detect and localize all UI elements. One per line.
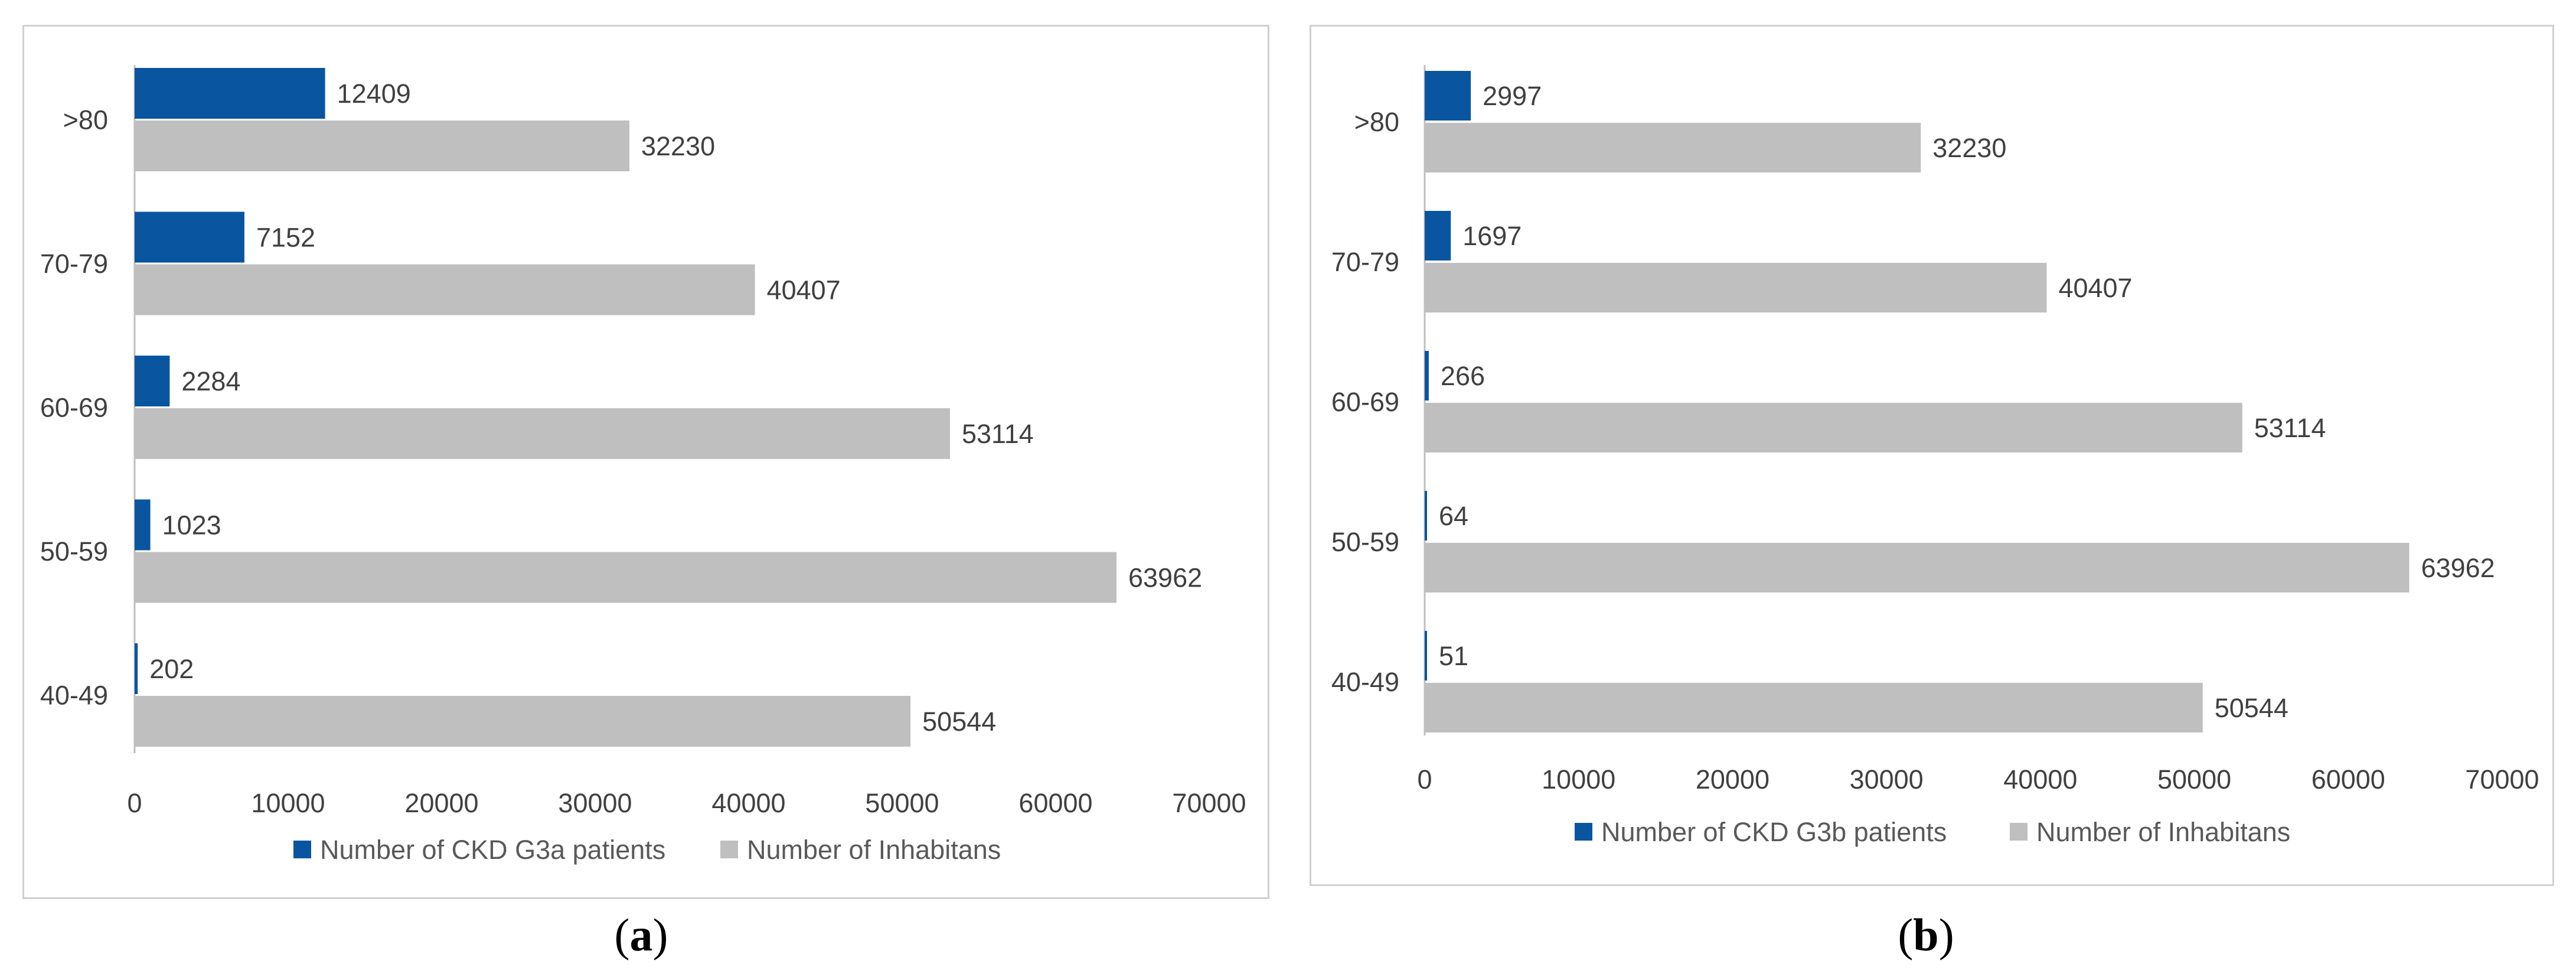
chart-a-legend-swatch: [293, 841, 311, 858]
chart-a-data-label-inhabitants: 50544: [922, 706, 996, 737]
chart-b-data-label-inhabitants: 63962: [2421, 553, 2495, 583]
chart-a-x-tick-label: 10000: [251, 788, 325, 818]
chart-a-y-tick-label: 40-49: [40, 681, 108, 711]
chart-a-bar-patients: [135, 499, 151, 551]
chart-b-x-tick-label: 20000: [1696, 764, 1769, 795]
chart-b-bar-patients: [1425, 631, 1427, 681]
chart-b-bar-patients: [1425, 351, 1429, 401]
chart-a-bar-patients: [135, 643, 138, 694]
chart-a-data-label-patients: 2284: [181, 366, 240, 396]
chart-b-y-tick-label: 50-59: [1331, 527, 1399, 557]
chart-b-data-label-inhabitants: 53114: [2254, 413, 2326, 443]
chart-b-data-label-patients: 2997: [1483, 81, 1542, 111]
chart-b-data-label-patients: 64: [1439, 501, 1468, 531]
chart-b-data-label-inhabitants: 40407: [2058, 273, 2132, 303]
chart-a-bar-patients: [135, 68, 325, 119]
chart-b-x-tick-label: 70000: [2465, 764, 2539, 795]
chart-a-data-label-patients: 202: [149, 654, 194, 684]
chart-b-y-tick-label: 70-79: [1331, 247, 1399, 277]
chart-b-x-tick-label: 10000: [1542, 764, 1615, 795]
chart-a-y-tick-label: 70-79: [40, 249, 108, 279]
chart-b-legend-label: Number of CKD G3b patients: [1601, 817, 1947, 847]
chart-a-x-tick-label: 20000: [404, 788, 478, 818]
chart-a-bar-inhabitants: [135, 264, 755, 315]
chart-a-x-tick-label: 40000: [711, 788, 785, 818]
chart-a-legend-label: Number of Inhabitans: [747, 835, 1001, 865]
chart-a-data-label-inhabitants: 40407: [767, 275, 841, 305]
chart-b-bar-patients: [1425, 71, 1471, 121]
chart-a-data-label-patients: 12409: [337, 79, 411, 109]
chart-a-bar-inhabitants: [135, 552, 1117, 603]
caption-a: (a): [614, 909, 668, 961]
chart-a-data-label-inhabitants: 63962: [1128, 563, 1202, 593]
chart-a-y-tick-label: >80: [63, 105, 108, 135]
chart-b-x-tick-label: 0: [1417, 764, 1432, 795]
chart-a-bar-patients: [135, 356, 170, 406]
chart-b-legend-swatch: [1575, 823, 1592, 841]
chart-b-bar-patients: [1425, 491, 1427, 541]
chart-a-x-tick-label: 50000: [865, 788, 939, 818]
chart-b-bar-patients: [1425, 211, 1451, 261]
caption-b: (b): [1898, 909, 1954, 961]
chart-a-x-tick-label: 0: [127, 788, 142, 818]
chart-b-bar-inhabitants: [1425, 123, 1921, 172]
chart-b-y-tick-label: >80: [1354, 107, 1399, 137]
chart-a-data-label-inhabitants: 53114: [962, 419, 1034, 449]
chart-b-bar-inhabitants: [1425, 543, 2410, 592]
chart-a-legend-swatch: [720, 841, 738, 858]
chart-b-x-tick-label: 60000: [2311, 764, 2385, 795]
chart-a-data-label-inhabitants: 32230: [641, 131, 715, 161]
chart-b-bar-inhabitants: [1425, 263, 2047, 312]
chart-a-x-tick-label: 70000: [1172, 788, 1246, 818]
chart-a-data-label-patients: 1023: [162, 510, 221, 541]
chart-b-data-label-patients: 51: [1439, 641, 1468, 671]
chart-b-x-tick-label: 40000: [2003, 764, 2077, 795]
chart-a-legend-label: Number of CKD G3a patients: [320, 835, 665, 865]
chart-b-legend-swatch: [2010, 823, 2028, 841]
chart-b-x-tick-label: 50000: [2157, 764, 2231, 795]
chart-a-bar-inhabitants: [135, 696, 911, 747]
chart-a-bar-inhabitants: [135, 408, 950, 459]
chart-b-data-label-inhabitants: 50544: [2215, 693, 2288, 723]
chart-b-data-label-patients: 266: [1441, 361, 1485, 391]
chart-a-bar-inhabitants: [135, 121, 629, 171]
chart-a-x-tick-label: 60000: [1018, 788, 1092, 818]
chart-b-data-label-patients: 1697: [1462, 221, 1522, 251]
chart-a-bar-patients: [135, 211, 244, 263]
chart-b-y-tick-label: 40-49: [1331, 667, 1399, 697]
chart-b-legend-label: Number of Inhabitans: [2036, 817, 2290, 847]
chart-b-bar-inhabitants: [1425, 403, 2242, 452]
chart-a-y-tick-label: 50-59: [40, 536, 108, 566]
chart-b-bar-inhabitants: [1425, 683, 2203, 732]
chart-b-x-tick-label: 30000: [1850, 764, 1924, 795]
chart-a-x-tick-label: 30000: [558, 788, 632, 818]
chart-b-y-tick-label: 60-69: [1331, 387, 1399, 417]
chart-b-data-label-inhabitants: 32230: [1932, 133, 2006, 163]
chart-a-y-tick-label: 60-69: [40, 393, 108, 423]
chart-a-data-label-patients: 7152: [256, 223, 315, 253]
